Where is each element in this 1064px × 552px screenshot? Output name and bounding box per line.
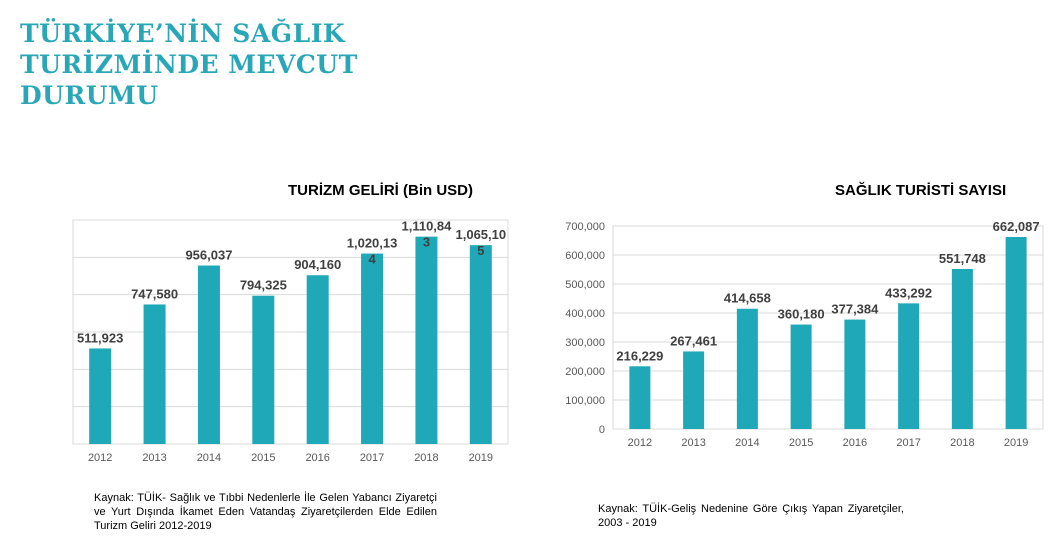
chart-2-data-label: 216,229 — [616, 348, 663, 363]
chart-1-x-tick-label: 2012 — [88, 452, 112, 464]
chart-2-bar-2017 — [898, 303, 920, 429]
chart-2-data-label: 433,292 — [885, 285, 932, 300]
chart-1-source-note: Kaynak: TÜİK- Sağlık ve Tıbbi Nedenlerle… — [94, 492, 437, 532]
chart-2-data-label: 377,384 — [831, 302, 879, 317]
chart-2-bar-2012 — [629, 366, 651, 429]
chart-2-source-note: Kaynak: TÜİK-Geliş Nedenine Göre Çıkış Y… — [598, 503, 904, 529]
chart-1-bar-2018 — [415, 236, 438, 444]
chart-2-bar-2018 — [951, 268, 973, 429]
chart-2-data-label: 414,658 — [724, 291, 771, 306]
chart-1-title: TURİZM GELİRİ (Bin USD) — [288, 182, 473, 199]
chart-2-bar-2016 — [844, 319, 866, 429]
chart-2-bar-2014 — [736, 308, 758, 429]
chart-1-data-label: 4 — [368, 252, 376, 267]
chart-2-y-tick-label: 200,000 — [565, 366, 605, 378]
chart-1-bar-2019 — [469, 245, 492, 444]
chart-1-bar-2013 — [143, 304, 166, 444]
chart-1-x-tick-label: 2014 — [197, 452, 221, 464]
chart-1-data-label: 956,037 — [185, 248, 232, 263]
chart-2-x-tick-label: 2016 — [843, 437, 867, 449]
chart-1-x-tick-label: 2013 — [142, 452, 166, 464]
page-title-line-2: TURİZMİNDE MEVCUT — [20, 50, 358, 79]
chart-1-data-label: 747,580 — [131, 286, 178, 301]
chart-2-x-tick-label: 2015 — [789, 437, 813, 449]
chart-2-x-tick-label: 2013 — [681, 437, 705, 449]
chart-2-data-label: 662,087 — [993, 219, 1040, 234]
chart-1-data-label: 794,325 — [240, 278, 287, 293]
chart-2-title: SAĞLIK TURİSTİ SAYISI — [835, 182, 1007, 199]
page-title-line-3: DURUMU — [20, 81, 159, 110]
chart-1-x-tick-label: 2018 — [414, 452, 438, 464]
chart-2-y-tick-label: 300,000 — [565, 337, 605, 349]
page-title: TÜRKİYE’NİN SAĞLIK TURİZMİNDE MEVCUT DUR… — [20, 18, 420, 111]
chart-1-x-tick-label: 2015 — [251, 452, 275, 464]
chart-1-data-label: 1,020,13 — [347, 236, 398, 251]
chart-2-y-tick-label: 100,000 — [565, 395, 605, 407]
chart-2-x-tick-label: 2014 — [735, 437, 759, 449]
chart-1-x-tick-label: 2017 — [360, 452, 384, 464]
chart-2-y-tick-label: 600,000 — [565, 250, 605, 262]
chart-2-data-label: 267,461 — [670, 333, 717, 348]
chart-1-data-label: 1,110,84 — [401, 219, 452, 234]
page-title-line-1: TÜRKİYE’NİN SAĞLIK — [20, 19, 346, 48]
chart-2-data-label: 551,748 — [939, 251, 986, 266]
chart-1-data-label: 511,923 — [77, 330, 123, 345]
chart-2-data-label: 360,180 — [778, 307, 825, 322]
chart-2-y-tick-label: 400,000 — [565, 308, 605, 320]
chart-2-bar-2013 — [683, 351, 705, 429]
chart-2-y-tick-label: 0 — [599, 424, 605, 436]
chart-1-data-label: 904,160 — [294, 257, 341, 272]
chart-2-x-tick-label: 2018 — [950, 437, 974, 449]
chart-1-data-label: 5 — [477, 243, 484, 258]
chart-2-y-tick-label: 500,000 — [565, 279, 605, 291]
chart-2-bar-2015 — [790, 324, 812, 429]
chart-1-x-tick-label: 2016 — [305, 452, 329, 464]
chart-1-data-label: 1,065,10 — [456, 227, 507, 242]
chart-2-y-tick-label: 700,000 — [565, 221, 605, 233]
chart-2-x-tick-label: 2017 — [896, 437, 920, 449]
chart-1-x-tick-label: 2019 — [469, 452, 493, 464]
chart-1-bar-2012 — [89, 348, 112, 444]
chart-1-data-label: 3 — [423, 235, 430, 250]
chart-1-bar-2017 — [361, 253, 384, 444]
chart-1-bar-2016 — [306, 275, 329, 444]
chart-2-x-tick-label: 2019 — [1004, 437, 1028, 449]
chart-2-x-tick-label: 2012 — [628, 437, 652, 449]
chart-2-bar-2019 — [1005, 236, 1027, 429]
chart-1-bar-2015 — [252, 295, 275, 444]
chart-1-bar-2014 — [197, 265, 220, 444]
